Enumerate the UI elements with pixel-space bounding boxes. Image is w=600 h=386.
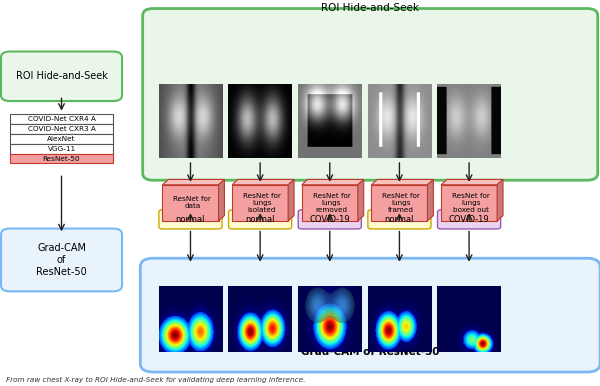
Text: normal: normal [385,215,414,224]
Text: VGG-11: VGG-11 [47,146,76,152]
Text: ResNet for
lungs
framed: ResNet for lungs framed [382,193,420,213]
Text: ResNet-50: ResNet-50 [43,156,80,161]
Bar [302,185,358,221]
Text: COVID-19: COVID-19 [310,215,350,224]
Text: Grad-CAM
of
ResNet-50: Grad-CAM of ResNet-50 [36,243,87,276]
Polygon shape [163,179,224,185]
FancyBboxPatch shape [229,210,292,229]
Bar [232,185,288,221]
FancyBboxPatch shape [143,8,598,180]
Text: ResNet for
lungs
isolated: ResNet for lungs isolated [243,193,281,213]
Bar [10,124,113,134]
Text: ResNet for
data: ResNet for data [173,196,211,209]
Text: COVID-19: COVID-19 [449,215,490,224]
FancyBboxPatch shape [298,210,361,229]
Text: ResNet for
lungs
removed: ResNet for lungs removed [313,193,350,213]
Text: normal: normal [176,215,205,224]
FancyBboxPatch shape [159,210,222,229]
Polygon shape [288,179,294,221]
Polygon shape [358,179,364,221]
Polygon shape [427,179,433,221]
Polygon shape [302,179,364,185]
FancyBboxPatch shape [368,210,431,229]
Text: COVID-Net CXR3 A: COVID-Net CXR3 A [28,126,95,132]
Polygon shape [497,179,503,221]
Text: ResNet for
lungs
boxed out: ResNet for lungs boxed out [452,193,490,213]
Bar [10,134,113,144]
Bar [371,185,427,221]
Bar [441,185,497,221]
Bar [10,144,113,154]
Polygon shape [441,179,503,185]
FancyBboxPatch shape [1,229,122,291]
FancyBboxPatch shape [437,210,500,229]
Polygon shape [232,179,294,185]
Text: COVID-Net CXR4 A: COVID-Net CXR4 A [28,116,95,122]
FancyBboxPatch shape [140,258,600,372]
Text: ROI Hide-and-Seek: ROI Hide-and-Seek [321,3,419,14]
Polygon shape [371,179,433,185]
Text: AlexNet: AlexNet [47,136,76,142]
FancyBboxPatch shape [1,52,122,101]
Text: From raw chest X-ray to ROI Hide-and-Seek for validating deep learning inference: From raw chest X-ray to ROI Hide-and-See… [6,377,305,383]
Text: ROI Hide-and-Seek: ROI Hide-and-Seek [16,71,107,81]
Text: Grad-CAM of ResNet-50: Grad-CAM of ResNet-50 [301,347,439,357]
Polygon shape [218,179,224,221]
Bar [10,154,113,163]
Bar [163,185,218,221]
Text: normal: normal [245,215,275,224]
Bar [10,114,113,124]
